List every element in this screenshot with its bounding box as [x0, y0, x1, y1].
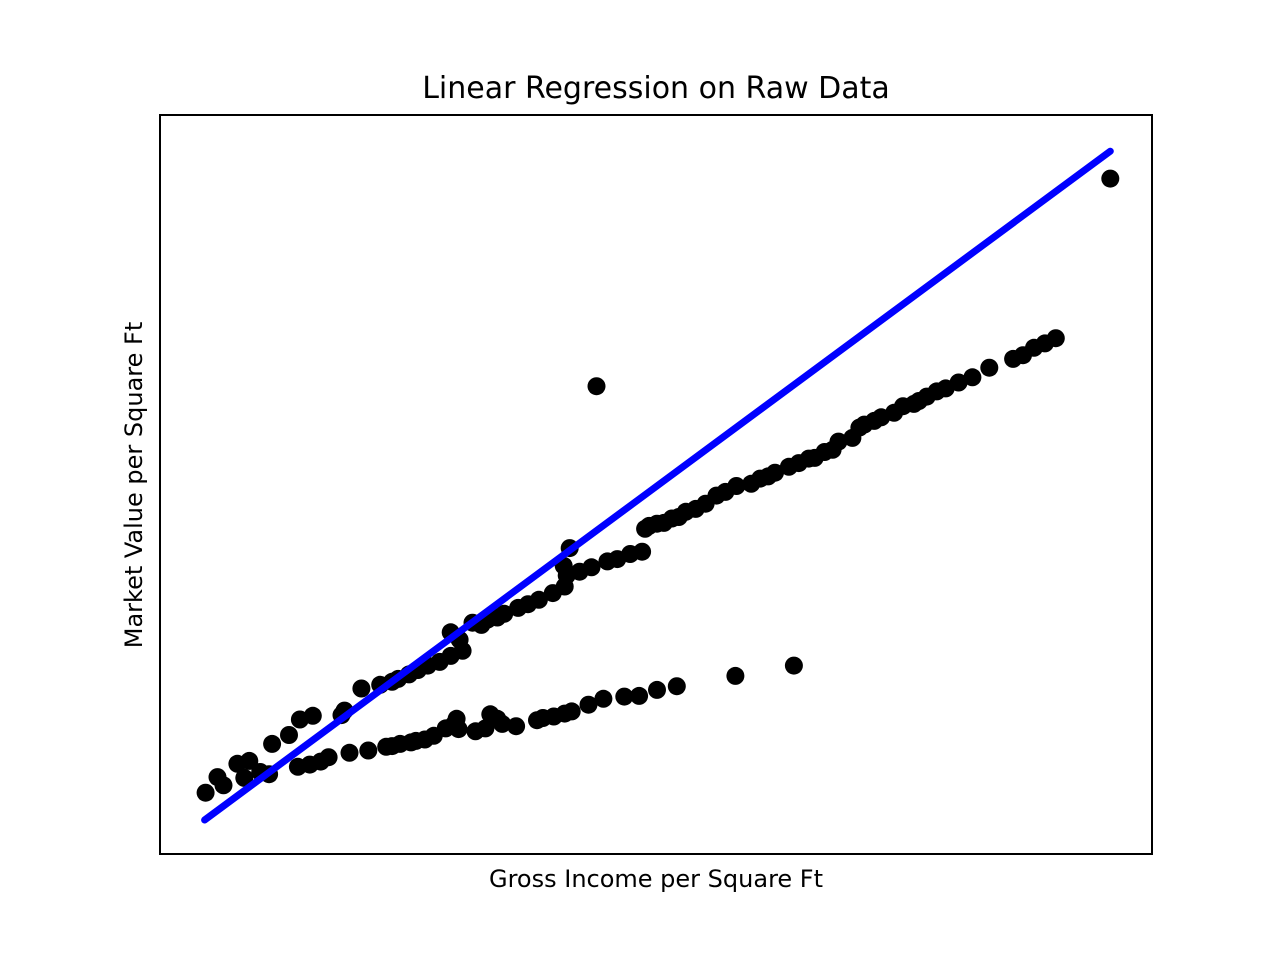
data-point [507, 717, 526, 736]
data-point [667, 677, 686, 696]
data-point [587, 377, 606, 396]
data-point [980, 358, 999, 377]
data-point [196, 783, 215, 802]
data-point [240, 751, 259, 770]
data-point [766, 463, 784, 482]
data-point [829, 432, 848, 451]
data-point [495, 604, 514, 623]
data-point [582, 558, 601, 577]
data-point [529, 590, 548, 609]
data-point [963, 368, 982, 387]
data-point [449, 720, 468, 739]
data-point [303, 706, 322, 725]
data-point [648, 680, 666, 699]
y-axis-label: Market Value per Square Ft [120, 322, 148, 649]
data-point [1101, 169, 1120, 188]
chart-title: Linear Regression on Raw Data [422, 71, 890, 106]
data-point [319, 748, 338, 767]
data-point [352, 679, 371, 698]
data-point [594, 689, 613, 708]
data-point [562, 702, 581, 721]
plot-frame [159, 114, 1153, 855]
data-point [615, 687, 634, 706]
data-point [630, 686, 649, 705]
plot-area [196, 147, 1120, 824]
data-point [493, 714, 512, 733]
data-point [949, 373, 968, 392]
data-point [784, 656, 803, 675]
data-point [214, 776, 233, 795]
data-point [359, 741, 378, 760]
data-point [235, 768, 254, 787]
x-axis-label: Gross Income per Square Ft [489, 865, 823, 893]
regression-line [201, 147, 1114, 824]
data-point [340, 743, 359, 762]
data-point [579, 695, 598, 714]
data-point [280, 726, 298, 744]
data-point [1046, 329, 1065, 348]
data-point [633, 542, 652, 561]
data-point [726, 666, 745, 685]
data-point [727, 477, 746, 495]
data-point [263, 734, 282, 753]
